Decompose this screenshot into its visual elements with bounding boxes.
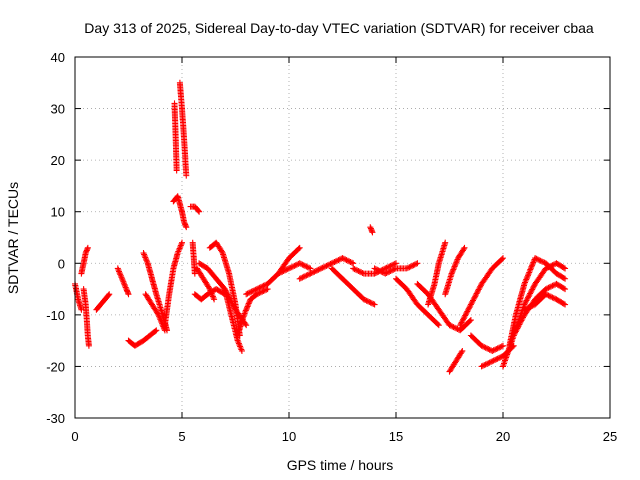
data-point-marks	[275, 260, 314, 277]
series-arc-10	[171, 100, 180, 174]
series-arc-35	[467, 332, 506, 354]
series-arc-27	[367, 224, 376, 236]
series-arc-25	[328, 265, 378, 308]
data-point-marks	[457, 255, 506, 329]
data-point-marks	[446, 347, 466, 375]
series-arc-02	[78, 244, 91, 277]
y-axis-title: SDTVAR / TECUs	[5, 182, 21, 294]
x-tick-label: 20	[496, 429, 510, 444]
y-tick-label: 20	[51, 153, 65, 168]
data-point-marks	[171, 100, 180, 174]
series-arc-40	[521, 291, 569, 313]
series-arc-24	[296, 255, 357, 282]
y-tick-label: -30	[46, 411, 65, 426]
data-point-marks	[328, 265, 378, 308]
series-arc-06	[125, 327, 160, 349]
data-point-marks	[93, 291, 113, 313]
data-point-marks	[521, 291, 569, 313]
data-point-marks	[179, 208, 190, 231]
data-point-marks	[467, 332, 506, 354]
data-point-marks	[506, 255, 569, 349]
x-tick-label: 5	[178, 429, 185, 444]
x-axis-title: GPS time / hours	[287, 457, 394, 473]
series-arc-03	[80, 286, 92, 349]
series-arc-34	[457, 255, 506, 329]
series-arc-04	[93, 291, 113, 313]
data-marks	[72, 79, 569, 375]
plot-border	[74, 56, 611, 419]
data-point-marks	[442, 244, 468, 298]
data-point-marks	[510, 280, 569, 339]
series-arc-38	[506, 255, 569, 349]
axis-ticks: 0 5 10 15 20 25 -30 -20 -10 0 10 20 30 40	[46, 50, 617, 444]
series-arc-11	[176, 79, 190, 179]
data-point-marks	[189, 239, 198, 277]
x-tick-label: 0	[71, 429, 78, 444]
y-tick-label: 40	[51, 50, 65, 65]
data-point-marks	[114, 265, 132, 298]
series-arc-28	[371, 260, 421, 277]
grid	[75, 57, 610, 418]
data-point-marks	[371, 260, 421, 277]
data-point-marks	[234, 286, 271, 339]
series-arc-29	[393, 275, 442, 329]
series-arc-33	[446, 347, 466, 375]
chart-title: Day 313 of 2025, Sidereal Day-to-day VTE…	[84, 20, 594, 36]
series-arc-05	[114, 265, 132, 298]
data-point-marks	[80, 286, 92, 349]
data-point-marks	[161, 239, 185, 329]
y-tick-label: 0	[58, 256, 65, 271]
series-arc-09	[161, 239, 185, 329]
data-point-marks	[125, 327, 160, 349]
data-point-marks	[187, 203, 203, 215]
data-point-marks	[221, 286, 245, 354]
y-tick-label: -10	[46, 308, 65, 323]
series-arc-08	[142, 291, 168, 334]
data-point-marks	[425, 239, 449, 308]
series-arc-20	[221, 286, 245, 354]
data-point-marks	[176, 79, 190, 179]
series-arc-14	[187, 203, 203, 215]
y-tick-label: 10	[51, 205, 65, 220]
series-arc-39	[510, 280, 569, 339]
series-arc-22	[243, 244, 303, 298]
x-tick-label: 15	[389, 429, 403, 444]
data-point-marks	[194, 265, 218, 303]
x-tick-label: 25	[603, 429, 617, 444]
series-arc-17	[194, 265, 218, 303]
series-arc-31	[425, 239, 449, 308]
series-arc-32	[442, 244, 468, 298]
series-arc-13	[179, 208, 190, 231]
series-arc-23	[275, 260, 314, 277]
data-point-marks	[393, 275, 442, 329]
data-point-marks	[142, 291, 168, 334]
y-tick-label: -20	[46, 359, 65, 374]
x-tick-label: 10	[282, 429, 296, 444]
data-point-marks	[367, 224, 376, 236]
y-tick-label: 30	[51, 102, 65, 117]
series-arc-15	[189, 239, 198, 277]
data-point-marks	[243, 244, 303, 298]
series-arc-21	[234, 286, 271, 339]
data-point-marks	[78, 244, 91, 277]
data-point-marks	[296, 255, 357, 282]
